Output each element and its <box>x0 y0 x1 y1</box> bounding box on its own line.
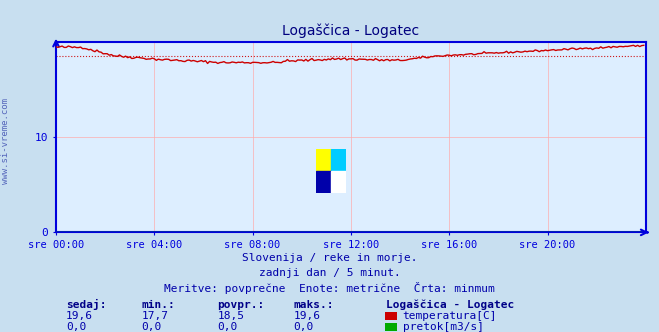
Text: 18,5: 18,5 <box>217 311 244 321</box>
Text: sedaj:: sedaj: <box>66 299 106 310</box>
Text: 0,0: 0,0 <box>66 322 86 332</box>
Text: 17,7: 17,7 <box>142 311 169 321</box>
Text: temperatura[C]: temperatura[C] <box>403 311 497 321</box>
Text: povpr.:: povpr.: <box>217 300 265 310</box>
Text: 0,0: 0,0 <box>142 322 162 332</box>
Text: min.:: min.: <box>142 300 175 310</box>
Bar <box>316 171 331 193</box>
Text: Logaščica - Logatec: Logaščica - Logatec <box>386 299 514 310</box>
Text: zadnji dan / 5 minut.: zadnji dan / 5 minut. <box>258 268 401 278</box>
Text: 19,6: 19,6 <box>293 311 320 321</box>
Text: Meritve: povprečne  Enote: metrične  Črta: minmum: Meritve: povprečne Enote: metrične Črta:… <box>164 282 495 294</box>
Text: pretok[m3/s]: pretok[m3/s] <box>403 322 484 332</box>
Text: 0,0: 0,0 <box>293 322 314 332</box>
Title: Logaščica - Logatec: Logaščica - Logatec <box>282 23 420 38</box>
Bar <box>331 171 346 193</box>
Text: 19,6: 19,6 <box>66 311 93 321</box>
Bar <box>316 149 331 171</box>
Text: 0,0: 0,0 <box>217 322 238 332</box>
Bar <box>331 149 346 171</box>
Text: maks.:: maks.: <box>293 300 333 310</box>
Text: Slovenija / reke in morje.: Slovenija / reke in morje. <box>242 253 417 263</box>
Text: www.si-vreme.com: www.si-vreme.com <box>1 98 10 184</box>
